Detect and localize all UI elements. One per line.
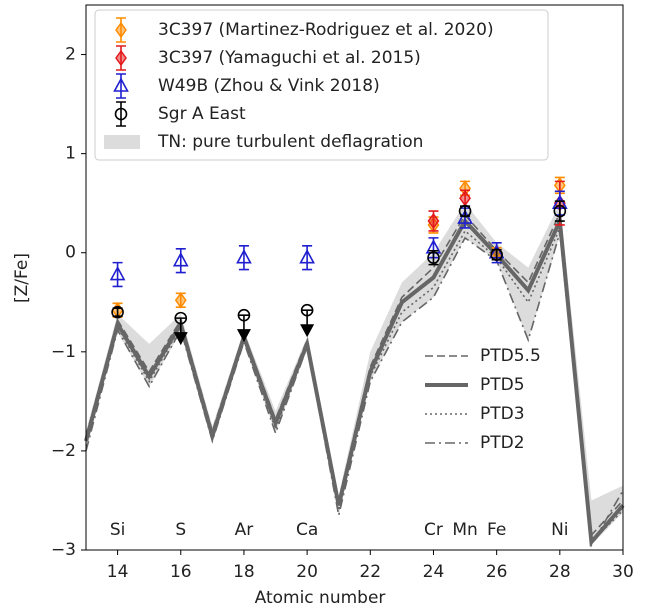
element-label: Si: [110, 520, 126, 540]
plot-frame: [85, 4, 624, 551]
data-point: [459, 189, 471, 207]
y-tick-label: 2: [65, 45, 76, 65]
data-point: [553, 204, 567, 218]
legend-label: TN: pure turbulent deflagration: [157, 132, 423, 152]
element-label: Fe: [487, 520, 506, 540]
upper-limit-head: [300, 324, 315, 338]
legend-label: 3C397 (Yamaguchi et al. 2015): [158, 48, 421, 68]
x-tick-label: 16: [170, 562, 192, 582]
data-point: [427, 212, 440, 230]
element-label: Cr: [424, 520, 443, 540]
data-point: [300, 303, 314, 317]
upper-limit-head: [236, 329, 251, 343]
legend-label: W49B (Zhou & Vink 2018): [158, 76, 380, 96]
legend-label: PTD5: [480, 375, 525, 395]
data-point: [457, 209, 473, 224]
y-tick-label: 1: [65, 144, 76, 164]
x-tick-label: 20: [296, 562, 318, 582]
model-line: [85, 232, 624, 548]
y-axis-label: [Z/Fe]: [12, 253, 32, 303]
x-tick-label: 30: [612, 562, 634, 582]
element-label: Mn: [452, 520, 477, 540]
x-tick-label: 26: [486, 562, 508, 582]
data-point: [490, 248, 503, 262]
y-tick-label: −2: [51, 441, 76, 461]
data-point: [458, 204, 472, 218]
legend-band: [104, 135, 140, 149]
legend-box: [94, 9, 549, 161]
data-point: [427, 251, 440, 264]
x-tick-label: 28: [549, 562, 571, 582]
x-tick-label: 22: [359, 562, 381, 582]
legend-marker: [115, 49, 127, 67]
element-label: Ar: [235, 520, 254, 540]
legend-label: 3C397 (Martinez-Rodriguez et al. 2020): [158, 20, 494, 40]
y-tick-label: 0: [65, 243, 76, 263]
legend-label: Sgr A East: [158, 104, 246, 124]
data-point: [172, 251, 189, 267]
data-point: [109, 265, 126, 281]
x-axis-label: Atomic number: [255, 588, 386, 608]
x-tick-label: 14: [107, 562, 129, 582]
data-point: [299, 249, 315, 264]
x-tick-label: 24: [423, 562, 445, 582]
data-point: [237, 308, 251, 322]
data-point: [174, 292, 187, 309]
data-point: [111, 305, 124, 319]
error-bar: [428, 249, 439, 266]
legend-marker: [115, 21, 127, 39]
data-point: [174, 311, 188, 325]
legend-marker: [114, 107, 128, 121]
legend-label: PTD3: [480, 404, 525, 424]
upper-limit-arrow: [174, 317, 187, 335]
legend-label: PTD2: [480, 433, 525, 453]
legend-marker: [113, 77, 129, 92]
y-tick-label: −1: [51, 342, 76, 362]
element-label: Ni: [551, 520, 568, 540]
legend-error: [116, 101, 126, 127]
y-tick-label: −3: [51, 540, 76, 560]
data-point: [236, 249, 252, 264]
x-tick-label: 18: [233, 562, 255, 582]
element-label: Ca: [296, 520, 318, 540]
element-label: S: [175, 520, 186, 540]
upper-limit-arrow: [237, 314, 250, 332]
upper-limit-arrow: [301, 309, 314, 327]
legend-label: PTD5.5: [480, 346, 541, 366]
upper-limit-head: [173, 332, 188, 346]
error-bar: [554, 200, 565, 222]
